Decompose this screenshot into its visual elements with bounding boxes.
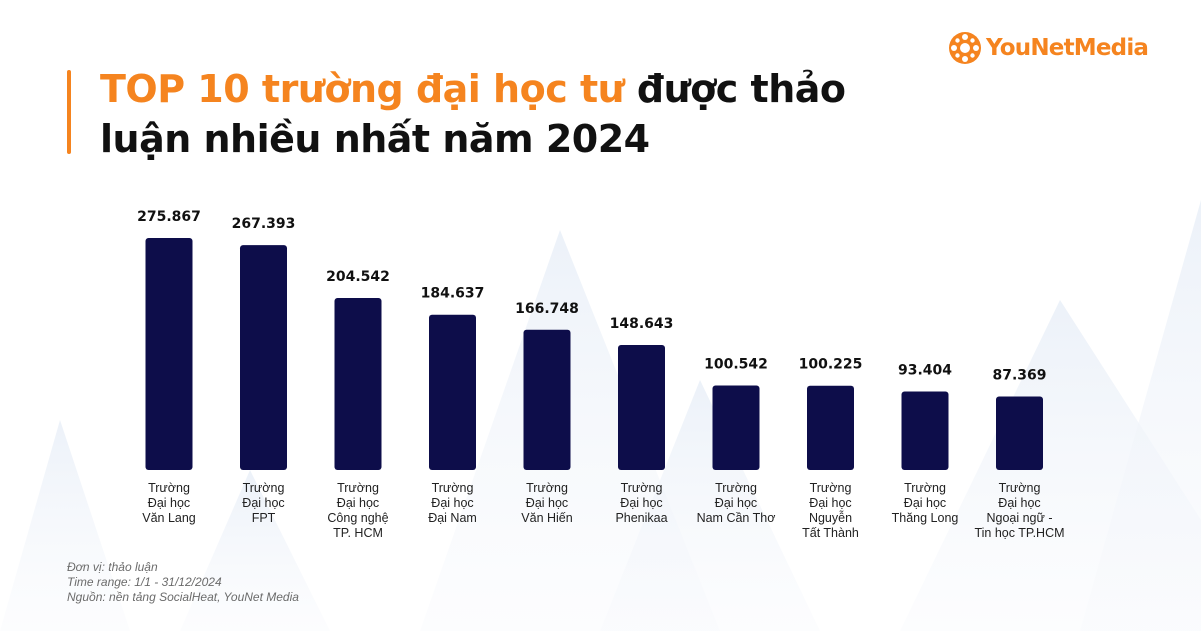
category-label-line: Văn Hiến <box>521 511 572 525</box>
category-label-line: Đại học <box>242 496 284 510</box>
category-label-line: Đại học <box>337 496 379 510</box>
category-label-line: Đại Nam <box>428 511 477 525</box>
bar <box>807 385 854 470</box>
category-label-line: Trường <box>810 481 852 495</box>
bar-group: 166.748 Trường Đại học Văn Hiến <box>515 301 579 525</box>
value-label: 267.393 <box>232 216 296 232</box>
category-label-line: Văn Lang <box>142 511 196 525</box>
footer-notes: Đơn vị: thảo luận Time range: 1/1 - 31/1… <box>67 560 299 605</box>
category-label: Trường Đại học Đại Nam <box>428 481 477 525</box>
value-label: 184.637 <box>421 286 485 302</box>
category-label: Trường Đại học Phenikaa <box>615 481 667 525</box>
category-label-line: Công nghệ <box>327 511 388 525</box>
category-label: Trường Đại học Văn Lang <box>142 481 196 525</box>
bar <box>334 297 382 470</box>
bar <box>240 245 287 470</box>
title-rest: được thảo <box>624 67 846 111</box>
category-label-line: Thăng Long <box>892 511 959 525</box>
bar <box>712 385 760 470</box>
bar-group: 267.393 Trường Đại học FPT <box>232 216 296 525</box>
category-label-line: Trường <box>243 481 285 495</box>
category-label-line: Đại học <box>431 496 473 510</box>
value-label: 166.748 <box>515 301 579 317</box>
category-label: Trường Đại học Văn Hiến <box>521 481 572 525</box>
bar <box>901 391 949 470</box>
value-label: 100.542 <box>704 356 768 372</box>
category-label-line: Trường <box>148 481 190 495</box>
category-label: Trường Đại học Nam Cần Thơ <box>697 481 776 525</box>
value-label: 148.643 <box>610 316 674 332</box>
bar <box>145 238 193 470</box>
category-label-line: Ngoại ngữ - <box>986 511 1052 525</box>
category-label-line: Trường <box>999 481 1041 495</box>
value-label: 204.542 <box>326 269 390 285</box>
category-label-line: Trường <box>526 481 568 495</box>
title-accent-bar <box>67 70 71 154</box>
category-label-line: Đại học <box>715 496 757 510</box>
bar-group: 100.542 Trường Đại học Nam Cần Thơ <box>697 356 776 525</box>
unit-note: Đơn vị: thảo luận <box>67 560 158 574</box>
category-label-line: Trường <box>432 481 474 495</box>
bar <box>523 329 571 470</box>
bar-group: 184.637 Trường Đại học Đại Nam <box>421 286 485 525</box>
category-label-line: Trường <box>715 481 757 495</box>
category-label-line: Trường <box>621 481 663 495</box>
category-label: Trường Đại học Ngoại ngữ -Tin học TP.HCM <box>974 481 1064 540</box>
category-label-line: Đại học <box>904 496 946 510</box>
logo-text: YouNetMedia <box>986 35 1149 61</box>
logo-mark-icon <box>949 32 981 64</box>
bar-group: 100.225 Trường Đại học Nguyễn Tất Thành <box>799 357 863 540</box>
value-label: 100.225 <box>799 357 863 373</box>
category-label-line: Trường <box>337 481 379 495</box>
category-label-line: Nguyễn <box>809 510 852 525</box>
category-label-line: Tất Thành <box>802 526 859 540</box>
title-highlight: TOP 10 trường đại học tư <box>100 67 625 111</box>
category-label-line: Đại học <box>998 496 1040 510</box>
value-label: 93.404 <box>898 362 952 378</box>
category-label-line: FPT <box>252 511 276 525</box>
category-label-line: TP. HCM <box>333 526 383 540</box>
time-range-note: Time range: 1/1 - 31/12/2024 <box>67 575 222 589</box>
category-label-line: Nam Cần Thơ <box>697 511 776 525</box>
bar <box>618 344 665 470</box>
value-label: 87.369 <box>992 368 1046 384</box>
bar-group: 148.643 Trường Đại học Phenikaa <box>610 316 674 525</box>
category-label-line: Đại học <box>620 496 662 510</box>
bar <box>429 314 476 470</box>
title-line2: luận nhiều nhất năm 2024 <box>100 117 650 161</box>
page-title: TOP 10 trường đại học tư được thảo luận … <box>100 64 920 164</box>
category-label: Trường Đại học Nguyễn Tất Thành <box>802 481 859 540</box>
category-label: Trường Đại học Thăng Long <box>892 481 959 525</box>
category-label-line: Phenikaa <box>615 511 667 525</box>
bar-group: 204.542 Trường Đại học Công nghệ TP. HCM <box>326 269 390 540</box>
bar-group: 87.369 Trường Đại học Ngoại ngữ -Tin học TP… <box>974 368 1064 540</box>
bar <box>996 396 1043 470</box>
category-label: Trường Đại học FPT <box>242 481 284 525</box>
category-label-line: Đại học <box>526 496 568 510</box>
source-note: Nguồn: nền tảng SocialHeat, YouNet Media <box>67 590 299 604</box>
bar-group: 93.404 Trường Đại học Thăng Long <box>892 362 959 525</box>
category-label-line: Đại học <box>809 496 851 510</box>
category-label-line: Trường <box>904 481 946 495</box>
younet-media-logo: YouNetMedia <box>948 30 1149 66</box>
category-label-line: Tin học TP.HCM <box>974 526 1064 540</box>
bar-group: 275.867 Trường Đại học Văn Lang <box>137 209 201 525</box>
value-label: 275.867 <box>137 209 201 225</box>
category-label-line: Đại học <box>148 496 190 510</box>
category-label: Trường Đại học Công nghệ TP. HCM <box>327 481 388 540</box>
